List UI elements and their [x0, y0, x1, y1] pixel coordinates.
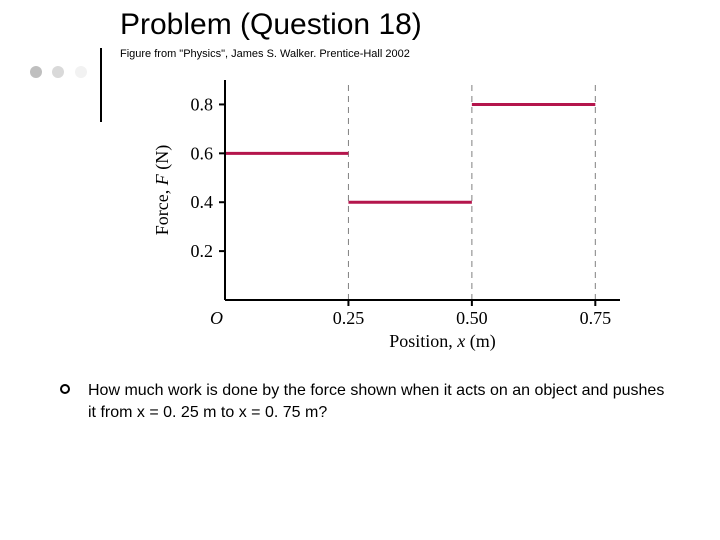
svg-text:0.50: 0.50 [456, 308, 488, 328]
svg-text:O: O [210, 308, 223, 328]
slide-title: Problem (Question 18) [120, 8, 422, 42]
dot-icon [30, 66, 42, 78]
svg-text:Force, F (N): Force, F (N) [152, 145, 173, 235]
decorative-bar [100, 48, 102, 122]
chart-svg: 0.25 0.50 0.75 O 0.2 0.4 0.6 0.8 Position, x (m)… [150, 70, 630, 355]
dot-icon [75, 66, 87, 78]
svg-text:0.8: 0.8 [191, 94, 214, 114]
bullet-icon [60, 384, 70, 394]
svg-text:Position, x (m): Position, x (m) [389, 331, 496, 352]
decorative-dots [30, 65, 93, 83]
svg-text:0.25: 0.25 [333, 308, 365, 328]
force-position-chart: 0.25 0.50 0.75 O 0.2 0.4 0.6 0.8 Position, x (m)… [150, 70, 630, 355]
question-row: How much work is done by the force shown… [60, 380, 670, 423]
question-text: How much work is done by the force shown… [88, 380, 670, 423]
svg-text:0.2: 0.2 [191, 241, 214, 261]
dot-icon [52, 66, 64, 78]
svg-text:0.4: 0.4 [191, 192, 214, 212]
slide: Problem (Question 18) Figure from "Physi… [0, 0, 720, 540]
slide-subtitle: Figure from "Physics", James S. Walker. … [120, 48, 410, 60]
svg-text:0.75: 0.75 [580, 308, 612, 328]
svg-text:0.6: 0.6 [191, 143, 214, 163]
